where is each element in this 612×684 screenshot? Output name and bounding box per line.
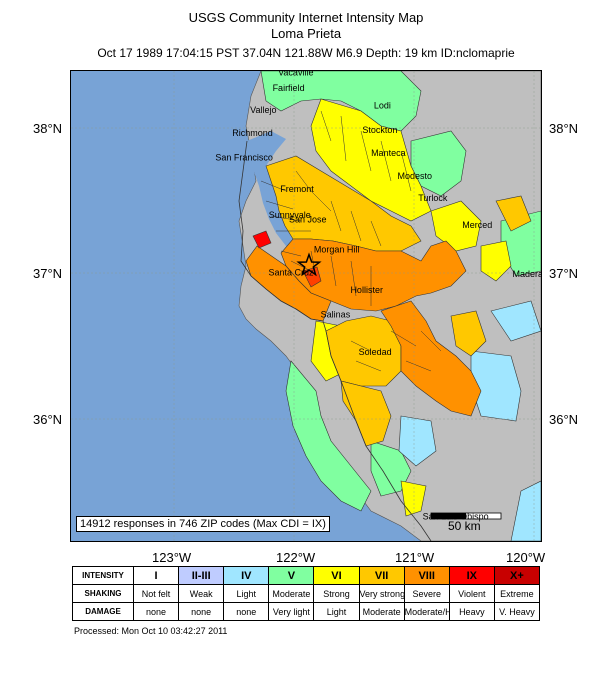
legend-damage-cell: Light (313, 602, 360, 621)
legend-intensity-cell: V (268, 566, 315, 585)
lat-label-37-right: 37°N (549, 266, 579, 281)
legend-damage-cell: Moderate (358, 602, 405, 621)
lat-label-36-left: 36°N (33, 412, 63, 427)
legend-damage-cell: V. Heavy (493, 602, 541, 621)
city-label: Lodi (374, 100, 391, 110)
zip-boundaries (260, 110, 442, 372)
city-label: Manteca (371, 148, 406, 158)
intensity-vii-zone (450, 310, 487, 357)
city-label: San Luis Obispo (423, 511, 489, 521)
lon-label-122: 122°W (276, 550, 316, 565)
intensity-viii-zone (380, 300, 482, 417)
city-label: Vallejo (250, 105, 276, 115)
legend-intensity-cell: VI (313, 566, 360, 585)
intensity-map[interactable]: Vacaville Fairfield Vallejo Lodi Richmond Sto… (70, 70, 542, 542)
legend-intensity-cell: IV (223, 566, 270, 585)
legend-intensity-cell: VII (358, 566, 405, 585)
city-label: Turlock (418, 193, 448, 203)
city-label: Fremont (280, 184, 314, 194)
intensity-legend: INTENSITY I II-III IV V VI VII VIII IX X+ SHAKIN… (72, 566, 541, 621)
legend-shaking-row: SHAKING Not felt Weak Light Moderate Strong V… (72, 584, 541, 603)
intensity-vi-zone (400, 480, 427, 517)
city-label: Madera (513, 269, 541, 279)
processed-timestamp: Processed: Mon Oct 10 03:42:27 2011 (74, 626, 228, 636)
legend-intensity-cell: IX (448, 566, 495, 585)
legend-shaking-cell: Strong (313, 584, 360, 603)
legend-row-head: INTENSITY (72, 566, 134, 585)
lon-label-123: 123°W (152, 550, 192, 565)
intensity-iv-zone (490, 300, 541, 342)
city-label: Hollister (350, 285, 383, 295)
city-label: San Jose (289, 214, 327, 224)
legend-shaking-cell: Weak (178, 584, 225, 603)
scale-bar (430, 512, 502, 520)
city-label: Vacaville (278, 71, 313, 77)
event-name: Loma Prieta (270, 26, 342, 41)
lat-label-36-right: 36°N (549, 412, 579, 427)
intensity-vii-zone (495, 195, 532, 232)
intensity-v-zone (285, 360, 372, 512)
intensity-map-svg: Vacaville Fairfield Vallejo Lodi Richmond Sto… (71, 71, 541, 541)
bay-water (247, 131, 296, 251)
lat-label-38-left: 38°N (33, 121, 63, 136)
lat-label-37-left: 37°N (33, 266, 63, 281)
legend-damage-cell: Very light (268, 602, 315, 621)
legend-shaking-cell: Moderate (268, 584, 315, 603)
city-label: Merced (462, 220, 492, 230)
city-label: Richmond (232, 128, 273, 138)
legend-shaking-cell: Very strong (358, 584, 405, 603)
legend-shaking-cell: Extreme (493, 584, 541, 603)
intensity-ix-zone (252, 230, 272, 249)
legend-shaking-cell: Violent (448, 584, 495, 603)
city-label: Santa Cruz (268, 268, 314, 278)
legend-row-head: SHAKING (72, 584, 134, 603)
legend-damage-row: DAMAGE none none none Very light Light Modera… (72, 602, 541, 621)
lon-label-121: 121°W (395, 550, 435, 565)
city-label: Soledad (359, 347, 392, 357)
legend-intensity-cell: X+ (493, 566, 541, 585)
legend-intensity-cell: II-III (178, 566, 225, 585)
legend-damage-cell: Heavy (448, 602, 495, 621)
city-label: Sunnyvale (269, 210, 311, 220)
intensity-iv-zone (510, 480, 541, 541)
intensity-iv-zone (398, 415, 437, 467)
intensity-vi-zone (310, 98, 432, 222)
legend-damage-cell: none (178, 602, 225, 621)
lat-label-38-right: 38°N (549, 121, 579, 136)
epicenter-star-icon (296, 252, 322, 277)
intensity-vi-zone (480, 240, 512, 282)
lon-label-120: 120°W (506, 550, 546, 565)
city-label: San Francisco (215, 152, 273, 162)
coastline (238, 140, 432, 541)
map-title: USGS Community Internet Intensity Map (188, 10, 424, 25)
city-label: Stockton (362, 125, 397, 135)
legend-row-head: DAMAGE (72, 602, 134, 621)
legend-shaking-cell: Not felt (132, 584, 180, 603)
legend-damage-cell: Moderate/Heavy (403, 602, 450, 621)
intensity-vi-zone (430, 200, 482, 252)
city-label: Fairfield (273, 83, 305, 93)
legend-shaking-cell: Severe (403, 584, 450, 603)
city-label: Salinas (321, 310, 351, 320)
city-label: Modesto (398, 171, 433, 181)
legend-intensity-cell: I (132, 566, 180, 585)
legend-shaking-cell: Light (223, 584, 270, 603)
city-label: Morgan Hill (314, 245, 360, 255)
legend-damage-cell: none (223, 602, 270, 621)
legend-intensity-row: INTENSITY I II-III IV V VI VII VIII IX X+ (72, 566, 541, 585)
legend-intensity-cell: VIII (403, 566, 450, 585)
legend-damage-cell: none (132, 602, 180, 621)
response-count-note: 14912 responses in 746 ZIP codes (Max CD… (76, 516, 330, 532)
event-details: Oct 17 1989 17:04:15 PST 37.04N 121.88W … (97, 46, 515, 60)
scale-bar-label: 50 km (448, 519, 481, 533)
intensity-vii-zone (340, 380, 392, 447)
